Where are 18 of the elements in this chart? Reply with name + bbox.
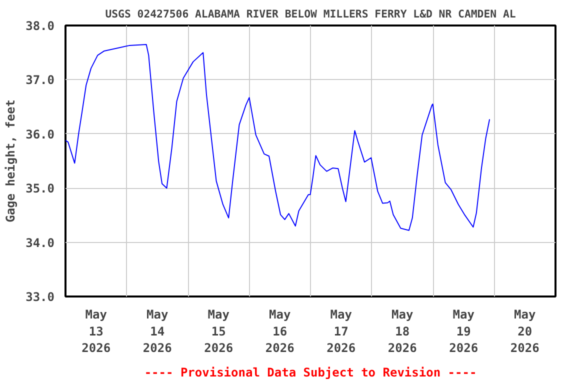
y-tick-label: 33.0: [26, 290, 55, 304]
x-tick-label: May 19 2026: [449, 308, 478, 356]
x-tick-label: May 16 2026: [265, 308, 294, 356]
x-tick-label: May 20 2026: [510, 308, 540, 356]
x-tick-label: May 18 2026: [388, 308, 417, 356]
x-tick-label: May 13 2026: [82, 308, 111, 356]
x-tick-label: May 14 2026: [142, 308, 172, 356]
y-tick-label: 35.0: [26, 182, 55, 196]
x-tick-label: May 17 2026: [326, 308, 356, 356]
chart-title: USGS 02427506 ALABAMA RIVER BELOW MILLERS FERRY L&D NR CAMDEN AL: [105, 8, 516, 20]
y-axis-title: Gage height, feet: [4, 100, 18, 222]
x-tick-label: May 15 2026: [204, 308, 234, 356]
y-tick-label: 34.0: [26, 236, 55, 250]
text: ---- Provisional Data Subject to Revision ----: [144, 366, 477, 380]
y-tick-label: 37.0: [26, 73, 55, 88]
y-tick-label: 36.0: [26, 127, 55, 142]
y-tick-label: 38.0: [26, 19, 55, 33]
line-series: [66, 44, 490, 231]
